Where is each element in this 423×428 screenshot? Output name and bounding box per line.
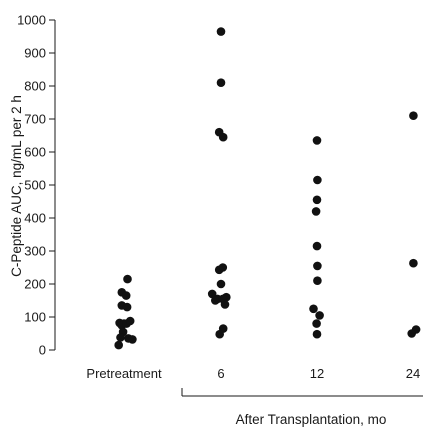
data-point: [214, 265, 224, 275]
y-tick-label: 700: [24, 112, 46, 127]
x-tick-label: 6: [217, 366, 224, 381]
data-point: [211, 296, 220, 305]
data-point: [315, 311, 324, 320]
data-point: [216, 27, 226, 36]
data-point: [312, 241, 322, 251]
data-point: [313, 261, 322, 271]
data-points: [114, 27, 421, 350]
data-point: [313, 276, 322, 286]
y-tick-label: 200: [24, 277, 46, 292]
x-tick-label: 24: [406, 366, 420, 381]
y-tick-label: 0: [39, 343, 46, 358]
data-point: [216, 78, 226, 87]
data-point: [215, 329, 224, 339]
x-axis-title: After Transplantation, mo: [236, 412, 387, 427]
y-tick-label: 400: [24, 211, 46, 226]
y-tick-label: 100: [24, 310, 46, 325]
y-tick-label: 900: [24, 46, 46, 61]
data-point: [216, 279, 226, 289]
data-point: [122, 302, 132, 312]
data-point: [220, 300, 230, 309]
data-point: [313, 175, 322, 185]
y-axis: 0 100 200 300 400 500 600 700 800 900 1000 C-Pepti…: [9, 13, 56, 358]
y-tick-label: 300: [24, 244, 46, 259]
data-point: [123, 274, 132, 284]
data-point: [218, 132, 228, 142]
data-point: [114, 340, 123, 350]
x-tick-labels: Pretreatment 6 12 24: [86, 366, 420, 381]
data-point: [312, 319, 321, 328]
y-tick-label: 500: [24, 178, 46, 193]
data-point: [311, 207, 321, 216]
data-point: [309, 304, 318, 314]
data-point: [407, 329, 417, 338]
data-point: [116, 333, 125, 342]
y-axis-title: C-Peptide AUC, ng/mL per 2 h: [9, 95, 24, 277]
y-tick-label: 1000: [17, 13, 46, 28]
data-point: [121, 291, 131, 300]
x-tick-label: Pretreatment: [86, 366, 162, 381]
data-point: [312, 195, 322, 205]
data-point: [312, 136, 322, 145]
data-point: [125, 316, 135, 326]
x-tick-label: 12: [310, 366, 324, 381]
data-point: [128, 335, 137, 344]
x-axis-group-bracket: After Transplantation, mo: [181, 388, 423, 427]
data-point: [409, 258, 418, 268]
data-point: [409, 111, 418, 120]
y-tick-label: 600: [24, 145, 46, 160]
y-tick-label: 800: [24, 79, 46, 94]
y-ticks: 0 100 200 300 400 500 600 700 800 900 1000: [17, 13, 55, 358]
data-point: [312, 329, 322, 339]
